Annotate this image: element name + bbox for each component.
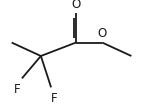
Text: O: O [98,27,107,40]
Text: F: F [51,92,57,105]
Text: O: O [71,0,81,11]
Text: F: F [14,83,21,96]
